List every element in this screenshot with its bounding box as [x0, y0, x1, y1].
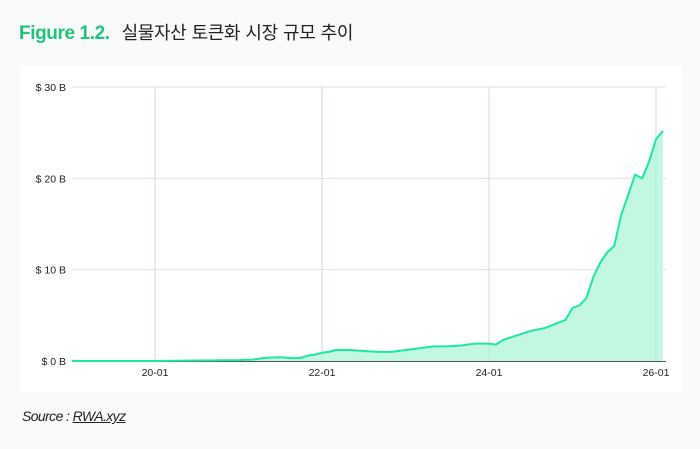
- y-tick-label: $ 20 B: [36, 173, 66, 185]
- source-link[interactable]: RWA.xyz: [72, 408, 126, 424]
- area-chart: $ 0 B $ 10 B $ 20 B $ 30 B 20-01 22-01 24-01 26…: [36, 82, 670, 379]
- area-fill: [72, 130, 663, 361]
- x-tick-label: 22-01: [309, 367, 336, 379]
- source-prefix: Source :: [22, 408, 73, 424]
- source-note: Source : RWA.xyz: [22, 408, 126, 424]
- chart-title: 실물자산 토큰화 시장 규모 추이: [121, 23, 354, 44]
- y-tick-label: $ 30 B: [36, 82, 66, 94]
- figure-label: Figure 1.2.: [19, 23, 110, 44]
- chart-card: $ 0 B $ 10 B $ 20 B $ 30 B 20-01 22-01 24-01 26…: [20, 66, 682, 392]
- figure-title: Figure 1.2. 실물자산 토큰화 시장 규모 추이: [19, 22, 353, 46]
- data-line: [72, 130, 664, 362]
- y-tick-label: $ 0 B: [41, 356, 66, 368]
- y-tick-label: $ 10 B: [36, 265, 66, 277]
- x-tick-label: 26-01: [643, 367, 670, 379]
- x-tick-label: 24-01: [476, 367, 503, 379]
- x-tick-label: 20-01: [142, 367, 169, 379]
